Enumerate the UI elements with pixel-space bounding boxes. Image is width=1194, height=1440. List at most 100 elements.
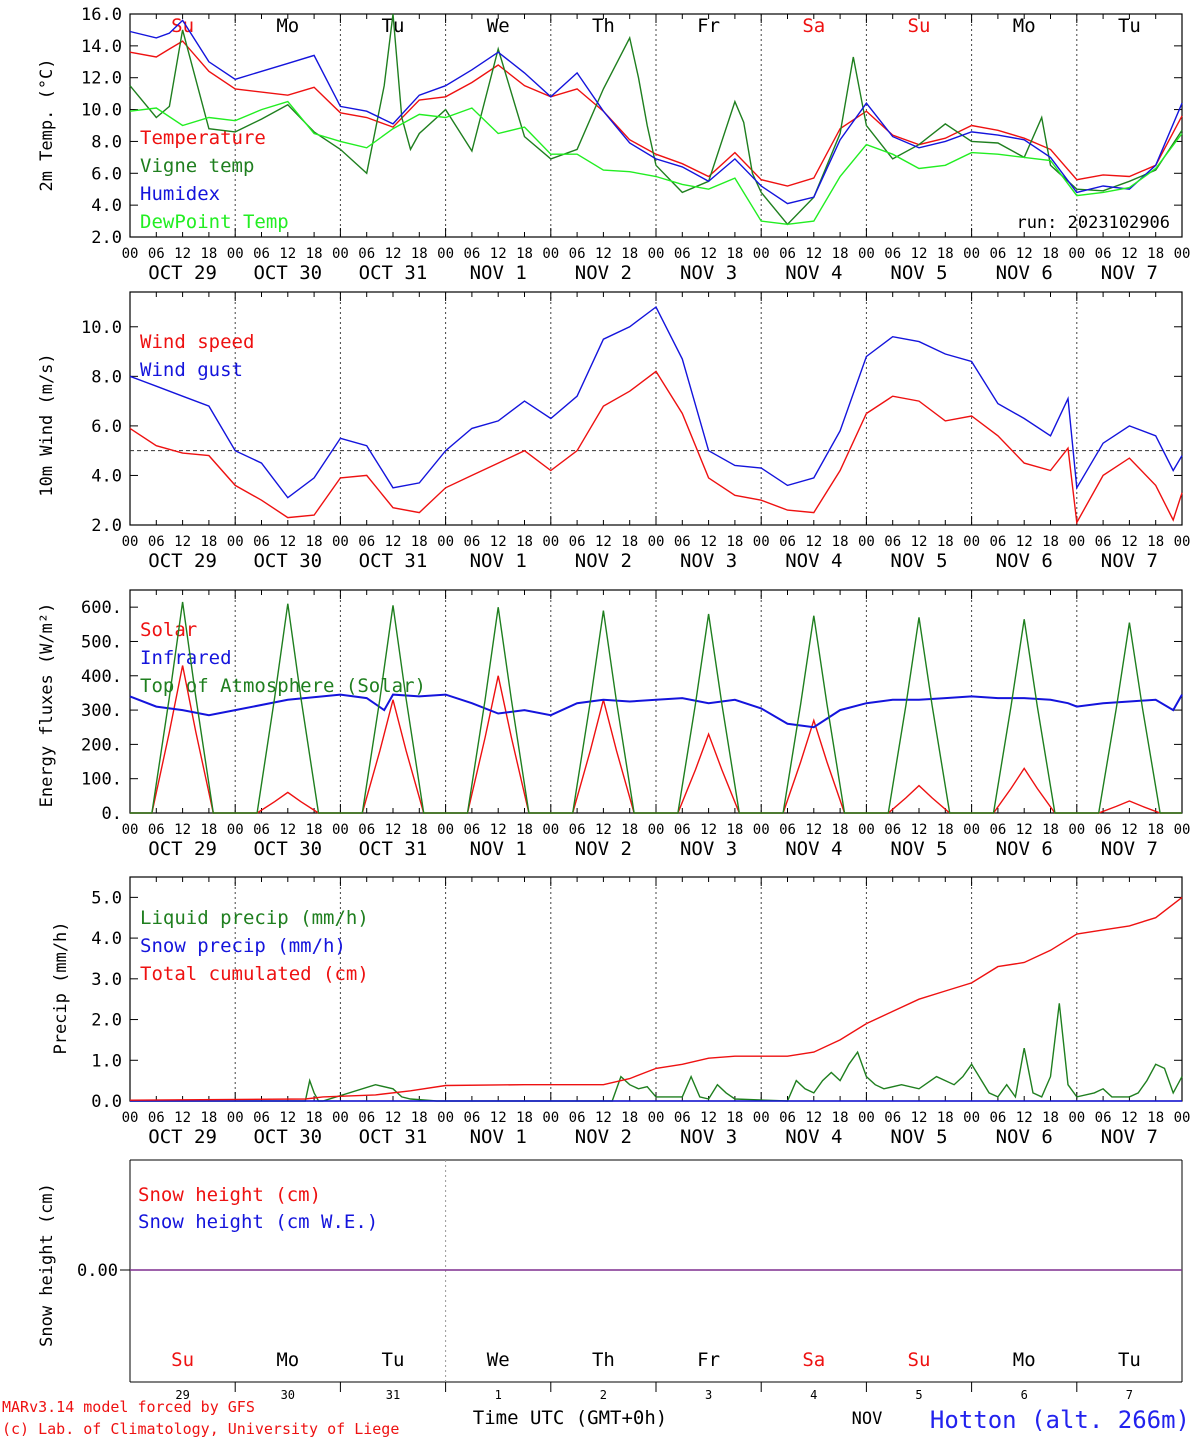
legend-label: Wind speed (140, 331, 254, 353)
credit-line-1: MARv3.14 model forced by GFS (2, 1398, 255, 1416)
day-name: Tu (1118, 1349, 1141, 1371)
hour-tick-label: 12 (911, 534, 928, 550)
hour-tick-label: 12 (385, 246, 402, 262)
hour-tick-label: 00 (122, 246, 139, 262)
hour-tick-label: 00 (542, 1110, 559, 1126)
hour-tick-label: 06 (884, 534, 901, 550)
date-label: NOV 1 (470, 838, 527, 860)
hour-tick-label: 18 (1042, 246, 1059, 262)
hour-tick-label: 12 (1121, 246, 1138, 262)
temperature-axis-label: 2m Temp. (°C) (37, 58, 57, 191)
hour-tick-label: 18 (200, 822, 217, 838)
hour-tick-label: 00 (437, 822, 454, 838)
hour-tick-label: 00 (437, 246, 454, 262)
hour-tick-label: 12 (174, 1110, 191, 1126)
day-name: Su (171, 15, 194, 37)
day-name: Mo (1013, 1349, 1036, 1371)
hour-tick-label: 00 (753, 246, 770, 262)
hour-tick-label: 06 (989, 1110, 1006, 1126)
y-tick-label: 4.0 (91, 929, 122, 949)
hour-tick-label: 12 (174, 822, 191, 838)
legend-label: Humidex (140, 183, 220, 205)
hour-tick-label: 12 (1016, 1110, 1033, 1126)
y-tick-label: 0.00 (77, 1261, 118, 1281)
legend-label: Vigne temp (140, 155, 254, 177)
hour-tick-label: 12 (279, 246, 296, 262)
date-label: NOV 6 (996, 838, 1053, 860)
y-tick-label: 0. (102, 804, 122, 824)
hour-tick-label: 18 (726, 246, 743, 262)
hour-tick-label: 12 (1121, 534, 1138, 550)
day-name: Fr (697, 1349, 720, 1371)
hour-tick-label: 06 (358, 1110, 375, 1126)
hour-tick-label: 06 (148, 534, 165, 550)
hour-tick-label: 06 (358, 534, 375, 550)
hour-tick-label: 00 (1174, 534, 1191, 550)
hour-tick-label: 06 (253, 534, 270, 550)
hour-tick-label: 18 (1042, 822, 1059, 838)
y-tick-label: 8.0 (91, 132, 122, 152)
hour-tick-label: 06 (569, 822, 586, 838)
hour-tick-label: 18 (516, 246, 533, 262)
series-line-total-cumulated-cm- (129, 896, 1183, 1101)
hour-tick-label: 00 (542, 534, 559, 550)
hour-tick-label: 00 (858, 822, 875, 838)
hour-tick-label: 00 (648, 534, 665, 550)
hour-tick-label: 06 (463, 534, 480, 550)
date-label: NOV 4 (785, 838, 842, 860)
day-name: Mo (276, 15, 299, 37)
hour-tick-label: 06 (674, 822, 691, 838)
date-label: NOV 3 (680, 262, 737, 284)
hour-tick-label: 12 (595, 534, 612, 550)
hour-tick-label: 18 (411, 822, 428, 838)
hour-tick-label: 18 (516, 1110, 533, 1126)
hour-tick-label: 18 (726, 1110, 743, 1126)
hour-tick-label: 12 (700, 1110, 717, 1126)
hour-tick-label: 18 (306, 822, 323, 838)
hour-tick-label: 12 (385, 534, 402, 550)
hour-tick-label: 00 (122, 534, 139, 550)
y-tick-label: 1.0 (91, 1051, 122, 1071)
day-name: Mo (1013, 15, 1036, 37)
hour-tick-label: 12 (279, 534, 296, 550)
hour-tick-label: 12 (1121, 822, 1138, 838)
hour-tick-label: 18 (306, 246, 323, 262)
y-tick-label: 2.0 (91, 1011, 122, 1031)
bottom-day-number: 30 (281, 1388, 295, 1402)
hour-tick-label: 18 (200, 534, 217, 550)
hour-tick-label: 06 (569, 534, 586, 550)
series-line-humidex (129, 19, 1183, 205)
hour-tick-label: 00 (753, 534, 770, 550)
hour-tick-label: 06 (989, 534, 1006, 550)
hour-tick-label: 06 (884, 822, 901, 838)
hour-tick-label: 12 (174, 534, 191, 550)
date-label: NOV 4 (785, 1126, 842, 1148)
day-name: Mo (276, 1349, 299, 1371)
hour-tick-label: 00 (437, 1110, 454, 1126)
hour-tick-label: 06 (148, 1110, 165, 1126)
day-name: Sa (802, 1349, 825, 1371)
series-line-wind-gust (129, 305, 1183, 499)
hour-tick-label: 00 (122, 822, 139, 838)
hour-tick-label: 00 (648, 822, 665, 838)
station-label: Hotton (alt. 266m) (930, 1406, 1190, 1434)
y-tick-label: 6.0 (91, 164, 122, 184)
legend-label: Temperature (140, 127, 266, 149)
day-name: Su (908, 1349, 931, 1371)
y-tick-label: 14.0 (81, 37, 122, 57)
hour-tick-label: 12 (174, 246, 191, 262)
hour-tick-label: 00 (542, 822, 559, 838)
hour-tick-label: 18 (200, 1110, 217, 1126)
hour-tick-label: 00 (1068, 822, 1085, 838)
hour-tick-label: 12 (805, 1110, 822, 1126)
hour-tick-label: 12 (595, 1110, 612, 1126)
hour-tick-label: 12 (385, 1110, 402, 1126)
y-tick-label: 300. (81, 701, 122, 721)
hour-tick-label: 00 (1068, 534, 1085, 550)
hour-tick-label: 06 (463, 1110, 480, 1126)
hour-tick-label: 00 (1068, 246, 1085, 262)
hour-tick-label: 06 (674, 246, 691, 262)
hour-tick-label: 00 (858, 1110, 875, 1126)
series-line-vigne-temp (129, 13, 1183, 226)
